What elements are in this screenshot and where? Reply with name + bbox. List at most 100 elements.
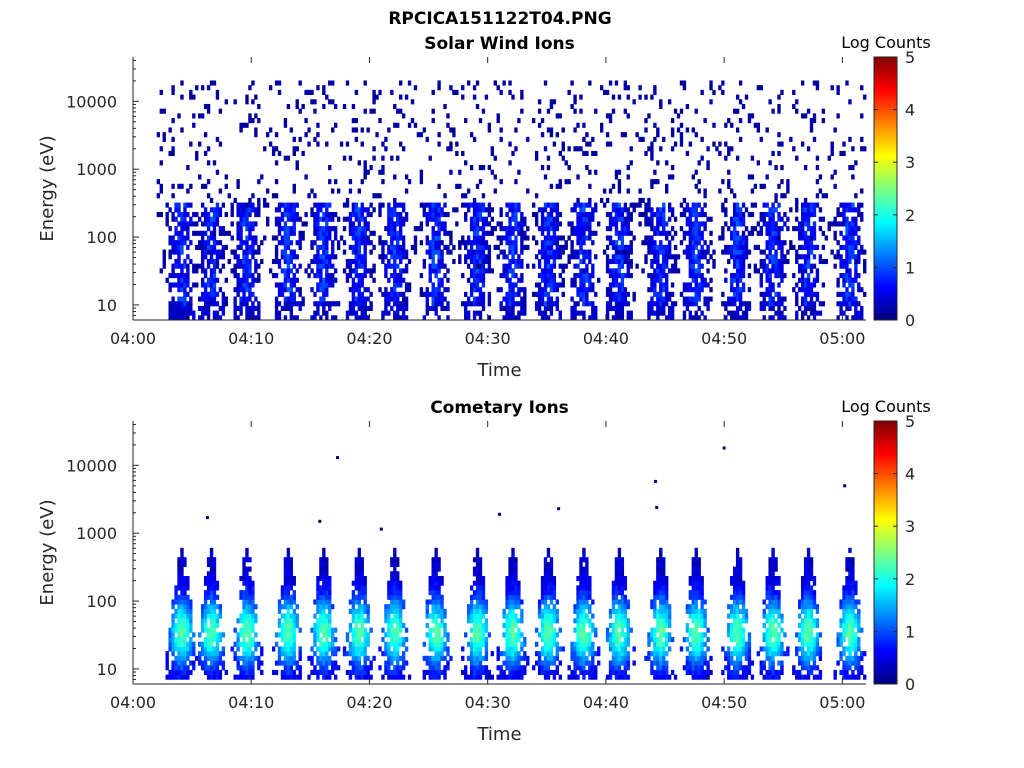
heatmap-cell: [239, 127, 243, 133]
heatmap-cell: [520, 244, 524, 250]
heatmap-cell: [703, 221, 707, 227]
heatmap-cell: [573, 277, 577, 283]
heatmap-cell: [478, 594, 483, 600]
heatmap-cell: [177, 183, 181, 189]
heatmap-cell: [215, 240, 220, 246]
heatmap-cell: [845, 235, 849, 241]
heatmap-cell: [582, 122, 586, 128]
heatmap-cell: [709, 216, 713, 222]
heatmap-cell: [546, 282, 551, 288]
heatmap-cell: [437, 655, 441, 661]
heatmap-cell: [286, 660, 291, 666]
heatmap-cell: [443, 287, 447, 293]
heatmap-cell: [192, 641, 196, 647]
heatmap-cell: [218, 315, 223, 321]
heatmap-cell: [174, 249, 178, 255]
heatmap-cell: [381, 627, 385, 633]
heatmap-cell: [248, 641, 252, 647]
heatmap-cell: [517, 207, 521, 213]
heatmap-cell: [803, 254, 808, 260]
heatmap-cell: [738, 254, 743, 260]
heatmap-cell: [316, 282, 320, 288]
heatmap-cell: [280, 637, 285, 643]
heatmap-cell: [360, 291, 364, 297]
heatmap-cell: [393, 632, 397, 638]
heatmap-cell: [806, 221, 811, 227]
heatmap-cell: [357, 646, 361, 652]
heatmap-cell: [242, 613, 246, 619]
heatmap-cell: [759, 216, 763, 222]
heatmap-cell: [741, 216, 746, 222]
heatmap-cell: [647, 113, 651, 119]
heatmap-cell: [434, 310, 438, 316]
heatmap-cell: [812, 244, 817, 250]
heatmap-cell: [434, 632, 438, 638]
heatmap-cell: [171, 211, 175, 218]
heatmap-cell: [555, 132, 560, 138]
heatmap-cell: [659, 296, 663, 302]
heatmap-cell: [795, 216, 799, 222]
heatmap-cell: [357, 613, 361, 619]
heatmap-cell: [579, 94, 583, 100]
heatmap-cell: [280, 216, 285, 222]
heatmap-cell: [233, 287, 237, 293]
heatmap-cell: [206, 646, 211, 652]
heatmap-cell: [733, 301, 737, 307]
heatmap-cell: [650, 282, 654, 288]
heatmap-cell: [401, 268, 406, 274]
heatmap-cell: [192, 94, 196, 100]
heatmap-cell: [443, 244, 447, 250]
heatmap-cell: [180, 599, 184, 605]
heatmap-cell: [735, 296, 740, 302]
heatmap-cell: [472, 258, 477, 265]
heatmap-cell: [727, 301, 731, 307]
y-tick-label: 10000: [66, 92, 117, 111]
heatmap-cell: [848, 273, 852, 279]
heatmap-cell: [641, 197, 645, 203]
heatmap-cell: [697, 240, 701, 246]
heatmap-cell: [812, 291, 817, 297]
heatmap-cell: [611, 244, 616, 250]
heatmap-cell: [780, 165, 784, 171]
heatmap-cell: [549, 254, 554, 260]
heatmap-cell: [774, 268, 778, 274]
heatmap-cell: [425, 622, 429, 629]
heatmap-cell: [484, 244, 489, 250]
heatmap-cell: [183, 646, 187, 652]
heatmap-cell: [354, 575, 359, 582]
heatmap-cell: [620, 277, 625, 283]
heatmap-cell: [183, 287, 187, 293]
heatmap-cell: [697, 296, 701, 302]
heatmap-cell: [478, 575, 483, 582]
heatmap-cell: [836, 113, 840, 119]
heatmap-cell: [552, 99, 557, 105]
heatmap-cell: [588, 197, 592, 203]
heatmap-cell: [759, 85, 763, 91]
heatmap-cell: [579, 108, 583, 114]
heatmap-cell: [475, 627, 480, 633]
heatmap-cell: [472, 230, 477, 236]
heatmap-cell: [783, 193, 787, 199]
heatmap-cell: [540, 207, 545, 213]
heatmap-cell: [328, 254, 332, 260]
heatmap-cell: [248, 296, 252, 302]
heatmap-cell: [251, 604, 255, 610]
heatmap-cell: [697, 268, 701, 274]
heatmap-cell: [348, 268, 353, 274]
heatmap-cell: [242, 618, 246, 624]
heatmap-cell: [558, 254, 562, 260]
heatmap-cell: [354, 216, 359, 222]
heatmap-cell: [472, 613, 477, 619]
heatmap-cell: [741, 235, 746, 241]
heatmap-cell: [393, 557, 397, 563]
heatmap-cell: [626, 263, 630, 269]
heatmap-cell: [378, 646, 382, 652]
heatmap-cell: [576, 287, 580, 293]
heatmap-cell: [393, 627, 397, 633]
heatmap-cell: [186, 608, 190, 614]
heatmap-cell: [396, 660, 400, 666]
heatmap-cell: [682, 282, 687, 288]
heatmap-cell: [727, 118, 731, 124]
heatmap-cell: [363, 165, 367, 171]
heatmap-cell: [363, 575, 367, 582]
